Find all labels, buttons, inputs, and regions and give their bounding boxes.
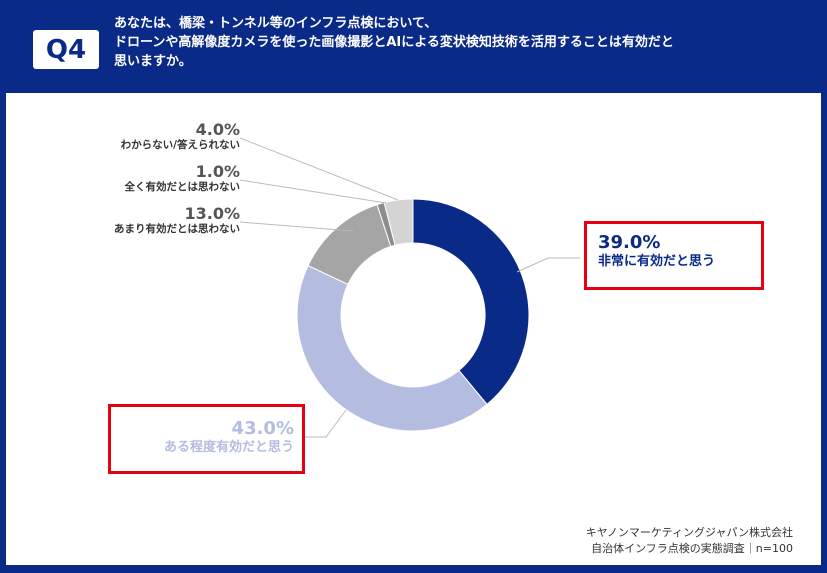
label-not-at-all-text: 全く有効だとは思わない [124,181,241,193]
footer-company: キヤノンマーケティングジャパン株式会社 [585,526,793,539]
highlight-box-somewhat-effective [108,404,305,474]
source-footer: キヤノンマーケティングジャパン株式会社 自治体インフラ点検の実態調査｜n=100 [586,525,793,557]
label-very-effective: 39.0% 非常に有効だと思う [598,233,715,271]
question-text: あなたは、橋梁・トンネル等のインフラ点検において、 ドローンや高解像度カメラを使… [114,14,814,71]
donut-slices [296,198,530,432]
question-line-1: あなたは、橋梁・トンネル等のインフラ点検において、 [114,16,438,31]
question-badge: Q4 [33,30,99,69]
label-not-very-effective: 13.0% あまり有効だとは思わない [0,205,240,236]
label-very-effective-pct: 39.0% [598,232,661,253]
donut-slice-very-effective [412,198,530,406]
highlight-box-very-effective [584,221,764,290]
chart-panel [6,93,821,565]
leader-line-very-effective [516,257,580,273]
label-not-at-all-pct: 1.0% [195,162,240,181]
label-not-at-all: 1.0% 全く有効だとは思わない [0,162,241,194]
donut-slice-dont-know [383,198,414,246]
label-dont-know: 4.0% わからない/答えられない [0,121,240,152]
question-header: Q4 あなたは、橋梁・トンネル等のインフラ点検において、 ドローンや高解像度カメ… [0,0,827,93]
label-somewhat-effective-text: ある程度有効だと思う [163,440,294,455]
label-dont-know-pct: 4.0% [195,120,240,139]
leader-line-somewhat-effective [305,409,347,438]
label-dont-know-text: わからない/答えられない [120,139,240,151]
leader-line-dont-know [239,137,399,201]
label-somewhat-effective-pct: 43.0% [231,418,294,439]
leader-line-not-at-all [239,179,387,204]
label-somewhat-effective: 43.0% ある程度有効だと思う [112,419,294,457]
donut-slice-somewhat-effective [296,264,488,432]
label-very-effective-text: 非常に有効だと思う [598,254,716,269]
label-not-very-effective-pct: 13.0% [184,204,240,223]
footer-survey: 自治体インフラ点検の実態調査｜n=100 [591,542,793,555]
label-not-very-effective-text: あまり有効だとは思わない [114,223,240,235]
leader-lines [239,137,580,438]
leader-line-not-very-effective [239,221,354,232]
question-line-2: ドローンや高解像度カメラを使った画像撮影とAIによる変状検知技術を活用することは… [114,35,674,50]
question-line-3: 思いますか。 [114,54,192,69]
